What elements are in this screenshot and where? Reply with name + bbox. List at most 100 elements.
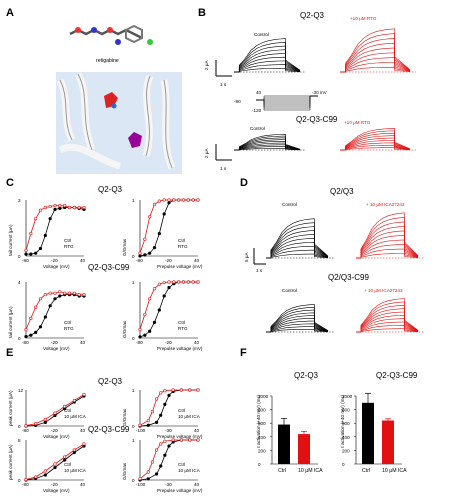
data-point [163,389,167,393]
legend-entry: 10 μM ICA [178,468,201,473]
x-tick-label: -80 [136,340,143,345]
data-point [162,294,166,298]
b-top-scale-x-label: 1 s [220,82,227,87]
y-tick-label: 1000 [258,394,269,399]
data-point [53,204,57,208]
y-axis-label: tail current (μA) [8,306,13,338]
data-point [43,469,47,473]
data-point [82,392,86,397]
data-point [148,329,152,333]
x-tick-label: -80 [22,340,29,345]
panel-label-f: F [240,347,247,359]
y-tick-label: 400 [258,435,266,440]
data-point [38,325,43,329]
data-point [150,460,155,464]
protocol-step [256,95,318,107]
data-point [58,204,62,208]
protocol-v1: 40 [256,90,262,95]
c-title-bottom: Q2-Q3-C99 [88,263,130,272]
data-point [143,253,147,257]
y-tick-label: 0 [132,424,135,429]
data-point [34,422,38,426]
data-point [148,297,152,301]
x-tick-label: -20 [51,258,58,263]
data-point [148,251,152,255]
current-trace [340,28,411,73]
d-bottom-title: Q2/Q3-C99 [328,273,369,282]
b-top-drug-traces [340,28,416,73]
data-point [77,205,81,210]
voltage-protocol [256,95,318,111]
data-point [24,252,28,256]
chart-e-7: Prepulse voltage (mV) G/Gmax -100 -30 40 0 1 Ct… [122,438,203,493]
data-point [24,328,28,332]
x-tick-label: -30 [165,428,172,433]
y-axis-label: G/Gmax [122,238,127,256]
data-point [146,423,150,427]
series-line [139,439,198,480]
data-point [177,280,181,284]
data-point [154,420,159,425]
y-tick-label: 200 [342,448,350,453]
data-point [138,423,142,427]
x-axis-label: Voltage (mV) [43,346,70,351]
data-point [43,293,47,297]
bar [298,434,310,464]
x-tick-label: 40 [194,428,200,433]
data-point [172,198,176,202]
data-point [152,202,157,207]
current-trace [234,133,301,151]
data-point [29,252,33,256]
y-tick-label: 0 [258,462,261,467]
y-axis-label: G/Gmax [122,408,127,426]
series-line [25,205,84,251]
data-point [58,290,62,294]
x-tick-label: -100 [136,482,146,487]
data-point [146,477,150,481]
data-point [152,287,157,291]
x-axis-label: Prepulse voltage (mV) [157,488,203,493]
data-point [167,280,171,284]
current-trace [340,33,411,73]
b-bottom-drug: +10 μM RTG [344,120,371,125]
data-point [53,207,57,211]
x-tick-label: -20 [165,340,172,345]
legend-entry: Ctrl [64,408,71,413]
y-tick-label: 800 [342,408,350,413]
data-point [159,442,163,446]
f-left-ylabel: τ activation (+40 mV) (ms) [256,394,261,448]
y-tick-label: 8 [18,438,21,443]
data-point [146,470,150,474]
data-point [138,477,142,481]
current-trace [356,298,419,333]
data-point [34,251,38,255]
data-point [162,198,166,202]
b-top-control-traces [234,38,306,73]
d-bottom-drug: + 10 μM ICA27243 [364,288,403,293]
series-line [139,389,198,426]
panel-label-a: A [6,7,14,19]
data-point [24,424,28,428]
b-bottom-control: Control [250,126,265,131]
b-top-drug: +10 μM RTG [350,16,377,21]
chart-e-5: Prepulse voltage (mV) G/Gmax -100 -30 40 0 1 Ct… [122,388,203,439]
data-point [53,411,57,415]
data-point [43,315,47,319]
y-tick-label: 0 [18,478,21,483]
data-point [167,198,171,202]
ligand-red [104,92,118,109]
data-point [48,217,52,221]
legend-entry: Ctrl [178,408,185,413]
data-point [138,335,142,339]
data-point [157,232,161,236]
legend-entry: 10 μM ICA [178,414,201,419]
data-point [163,402,167,407]
data-point [24,248,28,252]
y-axis-label: G/Gmax [122,462,127,480]
chart-c-0: Voltage (mV) tail current (μA) -80 -20 40 0 3 C… [8,198,86,269]
data-point [67,205,72,210]
series-line [139,199,198,254]
y-tick-label: 0 [132,254,135,259]
y-axis-label: peak current (μA) [8,390,13,426]
